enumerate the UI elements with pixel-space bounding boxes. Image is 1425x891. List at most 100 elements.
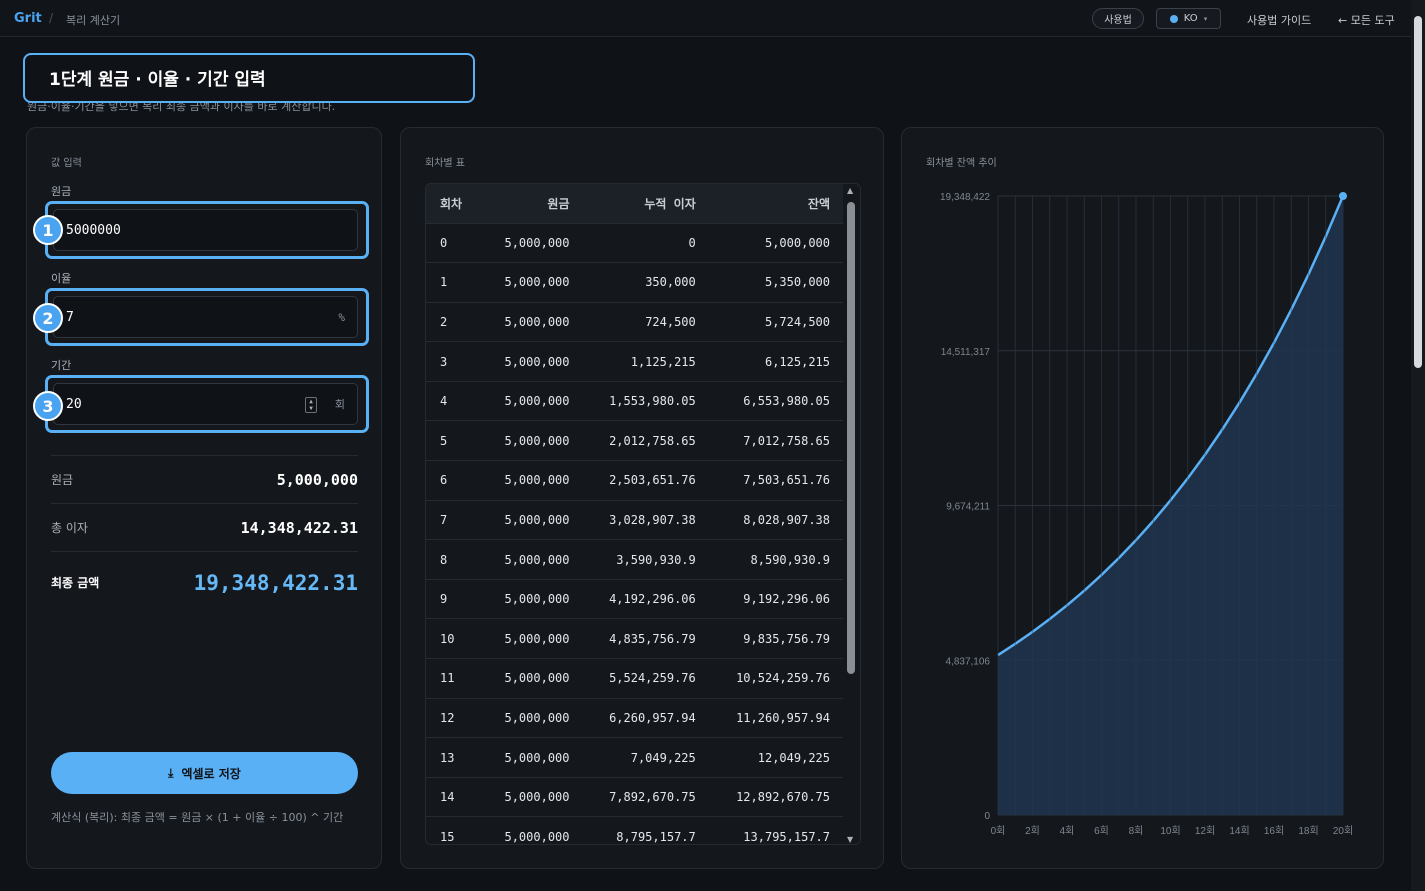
chevron-down-icon: ▾ [1203,14,1208,23]
table-cell: 5,000,000 [481,698,584,739]
table-cell: 6,553,980.05 [709,381,844,422]
table-cell: 5,724,500 [709,302,844,343]
end-point-marker [1339,192,1347,200]
table-header-cell: 원금 [481,184,584,224]
table-row: 15 5,000,000 8,795,157.7 13,795,157.7 [426,816,844,844]
table-cell: 5,350,000 [709,262,844,303]
download-icon: ⤓ [168,765,174,780]
table-cell: 5,000,000 [481,539,584,580]
table-cell: 724,500 [583,302,710,343]
table-cell: 12 [426,698,482,739]
table-cell: 2 [426,302,482,343]
table-cell: 2,012,758.65 [583,420,710,462]
table-row: 6 5,000,000 2,503,651.76 7,503,651.76 [426,460,844,501]
table-cell: 7,049,225 [583,737,710,778]
x-tick-label: 20회 [1333,825,1353,837]
x-tick-label: 0회 [991,825,1006,837]
table-row: 9 5,000,000 4,192,296.06 9,192,296.06 [426,579,844,620]
period-suffix: 회 [334,398,345,411]
rate-input[interactable]: 7 % [53,296,358,338]
usage-button[interactable]: 사용법 [1092,8,1144,29]
balance-chart: 19,348,422 14,511,317 9,674,211 4,837,106 00… [940,192,1353,837]
table-cell: 5,000,000 [481,302,584,343]
period-value: 20 [66,396,82,412]
breadcrumb-separator: / [49,11,54,25]
y-tick-label: 14,511,317 [941,347,991,358]
table-cell: 9 [426,579,482,620]
y-tick-label: 9,674,211 [946,502,990,513]
stepper-icon[interactable]: ▲ ▼ [305,397,317,413]
x-tick-label: 10회 [1160,825,1180,837]
x-tick-label: 18회 [1298,825,1318,837]
x-tick-label: 12회 [1195,825,1215,837]
table-cell: 1,553,980.05 [583,381,710,422]
language-selector[interactable]: KO ▾ [1156,8,1221,29]
summary-principal-row: 원금 5,000,000 [51,455,358,503]
table-row: 2 5,000,000 724,500 5,724,500 [426,302,844,343]
table-scrollbar-thumb[interactable] [847,202,855,674]
usage-guide-link[interactable]: 사용법 가이드 [1247,14,1312,27]
x-tick-label: 6회 [1094,825,1109,837]
principal-highlight: 5000000 [45,201,369,259]
table-row: 11 5,000,000 5,524,259.76 10,524,259.76 [426,658,844,699]
excel-export-button[interactable]: ⤓ 엑셀로 저장 [51,752,358,794]
table-container[interactable]: 회차 원금 누적 이자 잔액 0 5,000,000 0 5,000,000 1 5,000,0… [425,183,861,845]
summary-interest-label: 총 이자 [51,521,88,535]
language-label: KO [1183,13,1198,24]
table-cell: 4,192,296.06 [583,579,710,620]
table-cell: 5,000,000 [709,223,844,264]
step-badge-2: 2 [33,303,63,333]
table-cell: 5,000,000 [481,737,584,778]
summary-final-row: 최종 금액 19,348,422.31 [51,551,358,613]
table-scrollbar[interactable]: ▲ ▼ [843,184,860,844]
table-cell: 4,835,756.79 [583,618,710,660]
table-cell: 5,000,000 [481,262,584,303]
table-cell: 9,835,756.79 [709,618,844,660]
table-cell: 5,000,000 [481,420,584,462]
scroll-down-icon[interactable]: ▼ [847,835,854,844]
y-tick-label: 0 [984,811,990,822]
table-row: 7 5,000,000 3,028,907.38 8,028,907.38 [426,500,844,541]
table-row: 10 5,000,000 4,835,756.79 9,835,756.79 [426,618,844,660]
input-panel-title: 값 입력 [51,158,82,169]
page-scrollbar-thumb[interactable] [1414,16,1422,368]
y-tick-label: 4,837,106 [946,656,991,667]
table-cell: 14 [426,777,482,818]
table-panel-title: 회차별 표 [425,158,465,169]
brand-logo[interactable]: Grit [14,11,42,26]
summary-final-label: 최종 금액 [51,576,100,590]
language-dot-icon [1169,14,1178,23]
table-cell: 7,503,651.76 [709,460,844,501]
table-row: 1 5,000,000 350,000 5,350,000 [426,262,844,303]
table-cell: 10,524,259.76 [709,658,844,699]
period-label: 기간 [51,359,72,372]
table-cell: 0 [583,223,710,264]
x-tick-label: 14회 [1229,825,1249,837]
x-tick-label: 8회 [1129,825,1144,837]
table-cell: 5,000,000 [481,658,584,699]
table-row: 3 5,000,000 1,125,215 6,125,215 [426,341,844,382]
table-cell: 7,892,670.75 [583,777,710,818]
chart-panel: 회차별 잔액 추이 19,348,422 14,511,317 9,674,211 4… [901,127,1384,869]
usage-label: 사용법 [1104,15,1132,26]
step-badge-3: 3 [33,391,63,421]
table-cell: 350,000 [583,262,710,303]
table-cell: 5,524,259.76 [583,658,710,699]
y-tick-label: 19,348,422 [940,192,990,203]
page-scrollbar[interactable] [1411,0,1425,891]
scroll-up-icon[interactable]: ▲ [847,186,854,195]
period-input[interactable]: 20 ▲ ▼ 회 [53,383,358,425]
table-cell: 3,590,930.9 [583,539,710,580]
summary-principal-label: 원금 [51,473,74,487]
table-cell: 11,260,957.94 [709,698,844,739]
table-cell: 8,795,157.7 [583,816,710,844]
input-panel: 값 입력 원금 5000000 이율 7 % 기간 20 ▲ ▼ 회 원금 5,0… [26,127,382,869]
table-cell: 15 [426,816,482,844]
all-tools-link[interactable]: ← 모든 도구 [1338,14,1395,27]
table-cell: 8 [426,539,482,580]
principal-input[interactable]: 5000000 [53,209,358,251]
table-cell: 3,028,907.38 [583,500,710,541]
summary-interest-value: 14,348,422.31 [240,518,358,537]
x-tick-label: 16회 [1264,825,1284,837]
summary-final-value: 19,348,422.31 [193,570,358,595]
